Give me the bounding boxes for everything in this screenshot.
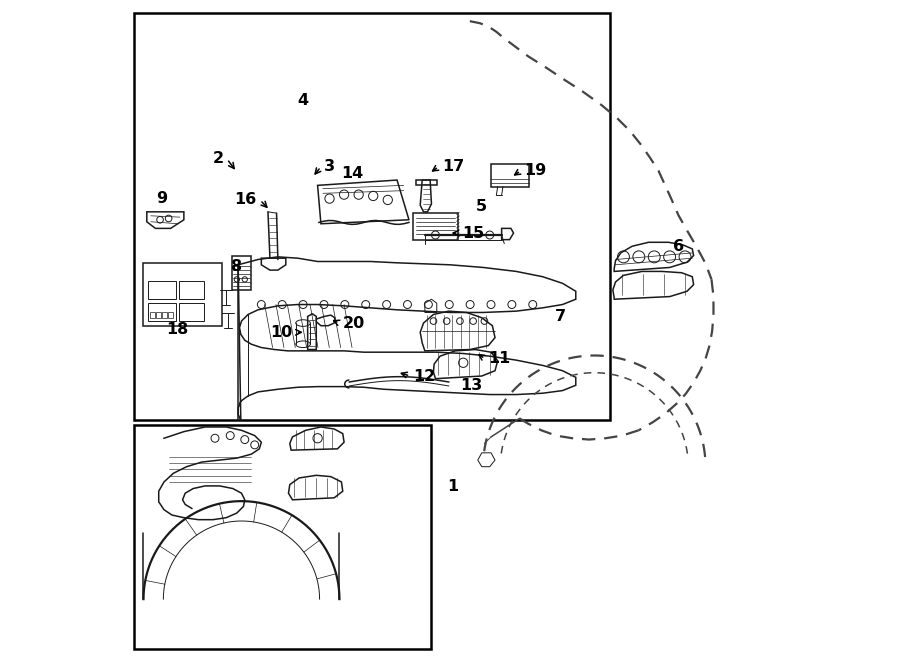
Bar (178, 303, 203, 321)
Bar (168, 312, 173, 318)
Bar (148, 303, 176, 321)
Text: 11: 11 (489, 352, 510, 366)
Text: 9: 9 (157, 191, 167, 206)
Bar (413, 213, 458, 240)
Bar (150, 312, 155, 318)
Text: 5: 5 (476, 199, 487, 214)
Bar (231, 256, 251, 290)
Text: 14: 14 (341, 166, 363, 181)
Text: 15: 15 (462, 226, 484, 240)
Text: 1: 1 (446, 479, 458, 494)
Bar (156, 312, 161, 318)
Text: 20: 20 (343, 316, 365, 330)
Text: 18: 18 (166, 322, 188, 337)
Bar (143, 263, 222, 326)
Bar (148, 281, 176, 299)
Text: 8: 8 (231, 259, 242, 273)
Text: 13: 13 (460, 378, 482, 393)
Bar (133, 425, 431, 649)
Bar (133, 13, 610, 420)
Text: 4: 4 (298, 93, 309, 108)
Text: 10: 10 (270, 325, 292, 340)
Text: 6: 6 (673, 239, 684, 254)
Text: 17: 17 (442, 160, 464, 174)
Text: 19: 19 (524, 164, 546, 178)
Text: 7: 7 (554, 309, 566, 324)
Bar (491, 164, 529, 187)
Text: 12: 12 (414, 369, 436, 383)
Bar (178, 281, 203, 299)
Text: 16: 16 (234, 193, 256, 207)
Text: 2: 2 (212, 152, 223, 166)
Text: 3: 3 (324, 160, 336, 174)
Bar (162, 312, 166, 318)
